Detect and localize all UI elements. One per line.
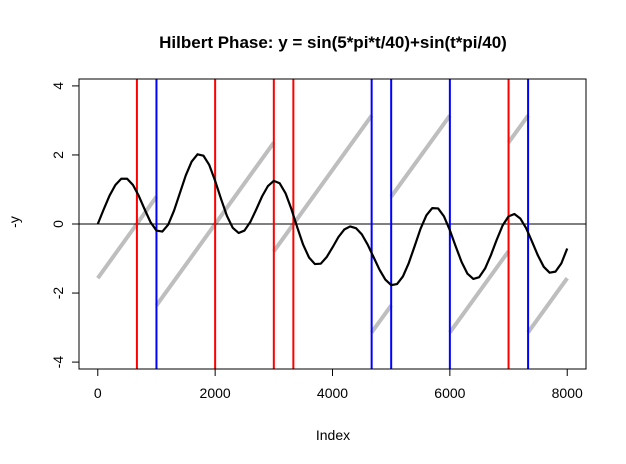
- x-tick-label: 4000: [317, 385, 348, 401]
- x-axis-label: Index: [316, 427, 350, 443]
- vertical-lines: [135, 79, 530, 369]
- y-tick-label: 4: [50, 82, 66, 90]
- signal-line: [96, 153, 569, 287]
- y-tick-label: 2: [50, 151, 66, 159]
- phase-segment-3: [272, 114, 374, 253]
- phase-segment-7: [506, 114, 530, 144]
- phase-layer: [96, 114, 569, 334]
- phase-segment-1: [96, 195, 159, 280]
- x-tick-label: 8000: [552, 385, 583, 401]
- phase-segment-4: [370, 304, 393, 334]
- y-tick-label: -4: [50, 356, 66, 369]
- phase-segment-6: [448, 250, 511, 334]
- signal-layer: [96, 153, 569, 287]
- x-tick-label: 0: [94, 385, 102, 401]
- x-axis: 0 2000 4000 6000 8000: [94, 368, 583, 401]
- phase-segment-8: [526, 277, 569, 334]
- plot-area: [79, 79, 586, 369]
- y-axis-label: -y: [6, 216, 22, 228]
- chart-title: Hilbert Phase: y = sin(5*pi*t/40)+sin(t*…: [159, 33, 507, 52]
- phase-segment-5: [389, 114, 452, 198]
- y-tick-label: -2: [50, 287, 66, 300]
- x-tick-label: 6000: [434, 385, 465, 401]
- y-axis: -4 -2 0 2 4: [50, 82, 80, 369]
- y-tick-label: 0: [50, 220, 66, 228]
- x-tick-label: 2000: [200, 385, 231, 401]
